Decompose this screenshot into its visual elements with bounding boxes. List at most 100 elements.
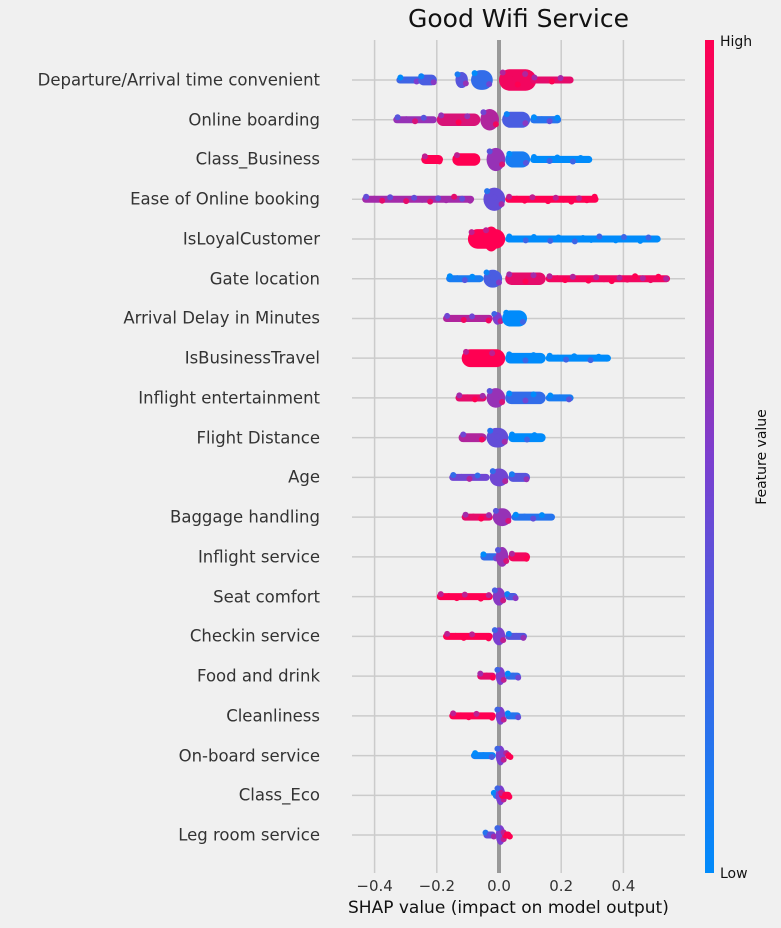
- swarm-point: [485, 592, 492, 599]
- swarm-point: [464, 113, 471, 120]
- swarm-segment: [505, 195, 599, 203]
- swarm-point: [489, 468, 496, 475]
- swarm-point: [486, 148, 493, 155]
- swarm-point: [445, 593, 452, 600]
- swarm-point: [456, 392, 463, 399]
- swarm-point: [489, 714, 496, 721]
- swarm-point: [516, 434, 523, 441]
- swarm-point: [537, 196, 544, 203]
- swarm-point: [663, 275, 670, 282]
- swarm-point: [435, 195, 442, 202]
- swarm-point: [486, 388, 493, 395]
- swarm-point: [516, 473, 523, 480]
- swarm-point: [444, 630, 451, 637]
- swarm-point: [405, 76, 412, 83]
- swarm-point: [472, 116, 479, 123]
- swarm-point: [523, 436, 530, 443]
- swarm-point: [538, 434, 545, 441]
- swarm-point: [506, 271, 513, 278]
- swarm-point: [469, 313, 476, 320]
- swarm-point: [480, 551, 487, 558]
- swarm-point: [420, 114, 427, 121]
- swarm-point: [557, 75, 564, 82]
- swarm-point: [421, 153, 428, 160]
- swarm-point: [488, 234, 495, 241]
- swarm-point: [483, 227, 490, 234]
- swarm-point: [529, 194, 536, 201]
- swarm-point: [562, 156, 569, 163]
- swarm-point: [411, 194, 418, 201]
- swarm-point: [546, 118, 553, 125]
- swarm-point: [505, 517, 512, 524]
- feature-label: IsBusinessTravel: [184, 348, 320, 368]
- swarm-point: [515, 674, 522, 681]
- swarm-point: [479, 392, 486, 399]
- swarm-point: [469, 434, 476, 441]
- swarm-point: [494, 546, 501, 553]
- swarm-point: [512, 511, 519, 518]
- swarm-point: [603, 355, 610, 362]
- feature-label: Food and drink: [197, 666, 320, 686]
- swarm-segment: [530, 116, 562, 124]
- swarm-point: [500, 597, 507, 604]
- swarm-point: [637, 237, 644, 244]
- swarm-point: [514, 394, 521, 401]
- swarm-point: [446, 273, 453, 280]
- swarm-point: [429, 155, 436, 162]
- feature-swarm: [467, 226, 661, 252]
- swarm-point: [595, 353, 602, 360]
- swarm-point: [458, 473, 465, 480]
- swarm-point: [493, 241, 500, 248]
- swarm-point: [556, 394, 563, 401]
- swarm-point: [444, 312, 451, 319]
- swarm-point: [514, 235, 521, 242]
- swarm-point: [571, 353, 578, 360]
- swarm-point: [497, 751, 504, 758]
- swarm-point: [419, 196, 426, 203]
- swarm-point: [486, 115, 493, 122]
- feature-label: Class_Eco: [238, 785, 320, 805]
- swarm-point: [512, 595, 519, 602]
- swarm-point: [503, 558, 510, 565]
- swarm-point: [480, 358, 487, 365]
- feature-label: Inflight entertainment: [138, 388, 320, 408]
- swarm-point: [522, 357, 529, 364]
- feature-swarm: [471, 745, 514, 766]
- swarm-point: [530, 515, 537, 522]
- swarm-point: [437, 591, 444, 598]
- swarm-point: [501, 438, 508, 445]
- feature-label: Cleanliness: [226, 706, 320, 726]
- swarm-point: [506, 390, 513, 397]
- swarm-point: [469, 273, 476, 280]
- swarm-point: [554, 154, 561, 161]
- swarm-point: [482, 474, 489, 481]
- feature-label: Seat comfort: [213, 587, 320, 607]
- swarm-point: [473, 710, 480, 717]
- swarm-point: [655, 273, 662, 280]
- swarm-point: [506, 193, 513, 200]
- swarm-point: [497, 671, 504, 678]
- swarm-point: [583, 197, 590, 204]
- swarm-point: [515, 714, 522, 721]
- swarm-point: [452, 314, 459, 321]
- feature-label: Arrival Delay in Minutes: [123, 308, 320, 328]
- swarm-point: [460, 431, 467, 438]
- swarm-point: [616, 274, 623, 281]
- swarm-point: [464, 394, 471, 401]
- swarm-point: [500, 756, 507, 763]
- feature-swarm: [458, 427, 546, 448]
- swarm-point: [548, 78, 555, 85]
- feature-swarm: [449, 706, 522, 725]
- feature-label: Online boarding: [188, 110, 320, 130]
- feature-swarm: [461, 507, 555, 527]
- swarm-point: [544, 198, 551, 205]
- swarm-point: [513, 195, 520, 202]
- swarm-point: [506, 150, 513, 157]
- swarm-point: [499, 512, 506, 519]
- swarm-point: [514, 81, 521, 88]
- swarm-point: [457, 712, 464, 719]
- swarm-point: [506, 351, 513, 358]
- swarm-point: [379, 197, 386, 204]
- swarm-point: [387, 194, 394, 201]
- swarm-segment: [455, 394, 487, 402]
